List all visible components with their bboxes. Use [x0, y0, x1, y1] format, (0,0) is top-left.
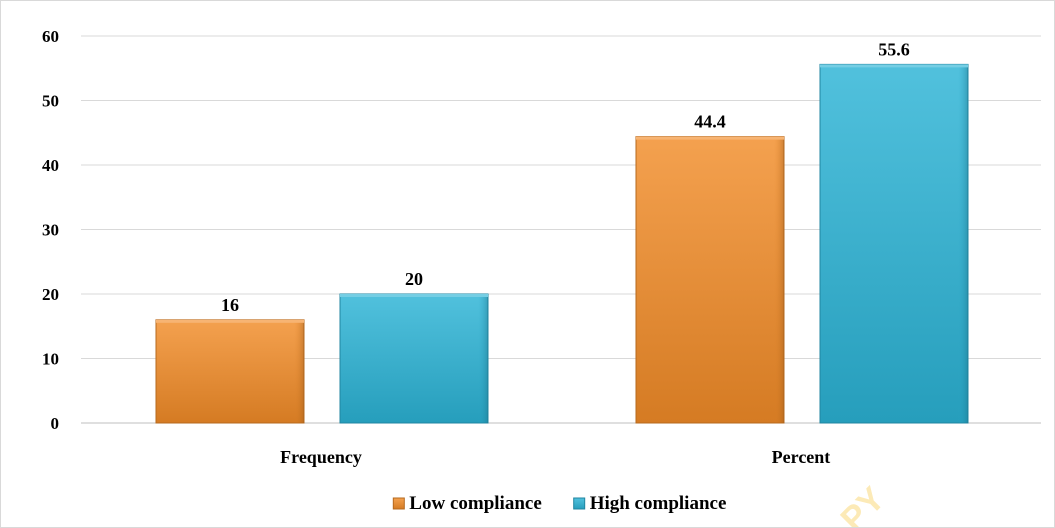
bar-edge-shade [478, 294, 488, 423]
y-tick-label: 0 [51, 414, 60, 433]
bar-high-compliance-frequency [339, 293, 489, 424]
x-category-label: Percent [772, 447, 831, 467]
x-category-label: Frequency [280, 447, 362, 467]
data-label: 55.6 [878, 39, 910, 59]
data-label: 44.4 [694, 112, 726, 132]
bars [155, 63, 969, 424]
bar-top-highlight [820, 64, 968, 68]
y-tick-label: 60 [42, 27, 59, 46]
y-tick-label: 20 [42, 285, 59, 304]
bar-edge-shade [774, 136, 784, 423]
y-tick-label: 30 [42, 221, 59, 240]
legend-swatch [392, 497, 405, 510]
legend: Low compliance High compliance [392, 493, 727, 514]
bar-top-highlight [156, 319, 304, 323]
bar-low-compliance-percent [635, 136, 785, 424]
watermark-text: PY [834, 480, 893, 527]
data-label: 20 [405, 269, 423, 289]
bar-top-highlight [340, 294, 488, 297]
bar-edge-shade [958, 64, 968, 423]
legend-label: High compliance [590, 493, 727, 514]
bar-top-highlight [636, 136, 784, 140]
legend-swatch [573, 497, 586, 510]
y-tick-label: 10 [42, 350, 59, 369]
bar-edge-shade [294, 319, 304, 423]
bar-high-compliance-percent [819, 63, 969, 424]
y-tick-label: 40 [42, 156, 59, 175]
bar-low-compliance-frequency [155, 319, 305, 424]
data-labels: 16 20 44.4 55.6 [221, 39, 910, 314]
x-axis-categories: Frequency Percent [280, 447, 830, 467]
legend-label: Low compliance [409, 493, 541, 514]
y-tick-label: 50 [42, 92, 59, 111]
data-label: 16 [221, 295, 239, 315]
